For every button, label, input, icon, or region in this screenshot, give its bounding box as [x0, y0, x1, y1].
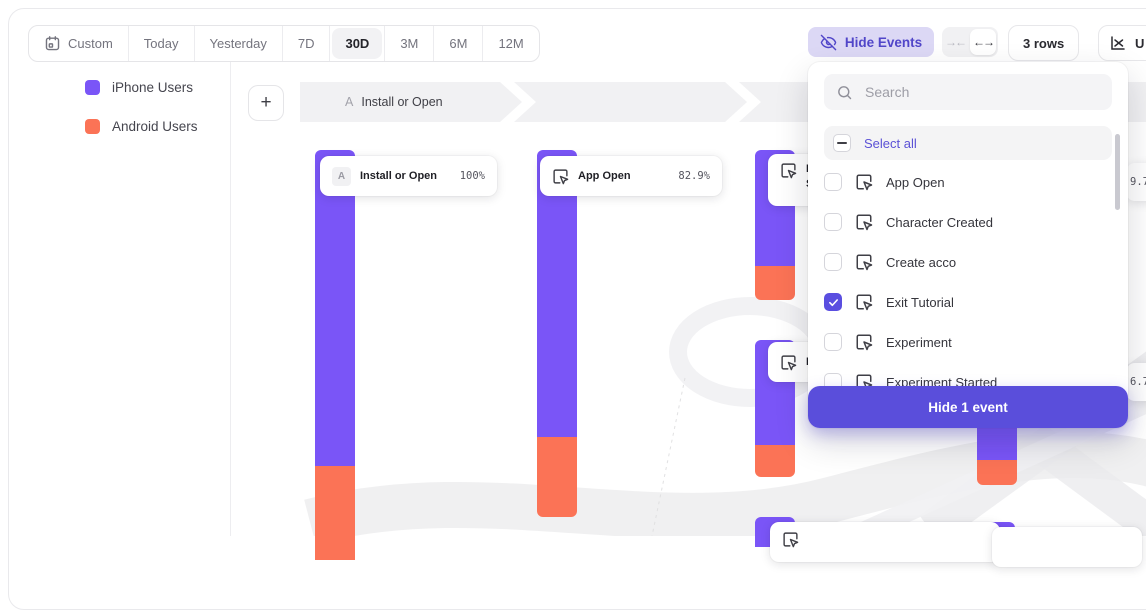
square-mouse-pointer-icon: [855, 333, 873, 351]
event-search-box: [824, 74, 1112, 110]
line-chart-icon: [1109, 34, 1127, 52]
date-range-6m[interactable]: 6M: [434, 26, 484, 61]
collapse-arrows-icon: →←: [945, 35, 967, 49]
breakdown-legend: iPhone Users Android Users: [0, 80, 229, 158]
step-card-clipped-bottom-2[interactable]: [992, 527, 1142, 567]
expand-columns-button[interactable]: ←→: [970, 29, 996, 55]
event-option-label: Character Created: [886, 214, 993, 230]
step-name: Install or Open: [361, 95, 443, 109]
funnel-report-page: Custom Today Yesterday 7D 30D 3M 6M 12M …: [0, 8, 1146, 610]
funnel-bar-step2: [537, 150, 577, 517]
event-name: App Open: [578, 170, 631, 182]
event-option-exit-tutorial[interactable]: Exit Tutorial: [824, 282, 1112, 322]
expand-arrows-icon: ←→: [973, 35, 995, 49]
checkbox-unchecked[interactable]: [824, 333, 842, 351]
bar-segment-android: [315, 466, 355, 560]
event-option-create-acco[interactable]: Create acco: [824, 242, 1112, 282]
legend-label: iPhone Users: [112, 80, 194, 95]
square-mouse-pointer-icon: [855, 253, 873, 271]
square-mouse-pointer-icon: [782, 531, 799, 548]
panel-divider: [230, 60, 231, 536]
conversion-value: 6.7%: [1130, 376, 1146, 388]
dropdown-scrollbar-thumb[interactable]: [1115, 134, 1120, 210]
checkbox-checked[interactable]: [824, 293, 842, 311]
add-step-button[interactable]: +: [248, 85, 284, 121]
date-range-custom[interactable]: Custom: [29, 26, 129, 61]
square-mouse-pointer-icon: [855, 293, 873, 311]
event-name: Install or Open: [360, 170, 438, 182]
bar-segment-iphone: [537, 150, 577, 437]
conversion-value: 100%: [459, 170, 485, 182]
date-range-yesterday[interactable]: Yesterday: [195, 26, 283, 61]
event-option-experiment[interactable]: Experiment: [824, 322, 1112, 362]
step-card-install-or-open[interactable]: A Install or Open 100%: [320, 156, 497, 196]
plus-icon: +: [260, 92, 272, 113]
event-option-label: Create acco: [886, 254, 957, 270]
bar-segment-android: [755, 266, 795, 300]
step-card-app-open[interactable]: App Open 82.9%: [540, 156, 722, 196]
minus-icon: [837, 142, 847, 144]
legend-label: Android Users: [112, 119, 198, 134]
step-letter: A: [345, 95, 354, 109]
chart-mode-button[interactable]: U: [1098, 25, 1146, 61]
calendar-icon: [44, 35, 61, 52]
event-option-label: Experiment: [886, 334, 952, 350]
step-header-label: A Install or Open: [345, 82, 443, 122]
iphone-color-swatch: [85, 80, 100, 95]
legend-item-android-users[interactable]: Android Users: [85, 119, 229, 134]
android-color-swatch: [85, 119, 100, 134]
date-range-control: Custom Today Yesterday 7D 30D 3M 6M 12M: [28, 25, 540, 62]
bar-segment-android: [977, 460, 1017, 485]
funnel-bar-step1: [315, 150, 355, 560]
eye-off-icon: [820, 34, 837, 51]
conversion-value: 82.9%: [678, 170, 710, 182]
event-option-label: Exit Tutorial: [886, 294, 954, 310]
conversion-value: 9.7%: [1130, 176, 1146, 188]
step-a-badge: A: [332, 166, 351, 186]
date-range-7d[interactable]: 7D: [283, 26, 331, 61]
date-range-12m[interactable]: 12M: [498, 36, 524, 51]
date-range-3m[interactable]: 3M: [384, 26, 435, 61]
checkbox-unchecked[interactable]: [824, 173, 842, 191]
select-all-checkbox-indeterminate[interactable]: [833, 134, 851, 152]
checkbox-unchecked[interactable]: [824, 213, 842, 231]
step-card-clipped-bottom-1[interactable]: [770, 522, 1000, 562]
rows-count-button[interactable]: 3 rows: [1008, 25, 1080, 61]
legend-item-iphone-users[interactable]: iPhone Users: [85, 80, 229, 95]
chart-mode-label: U: [1135, 35, 1145, 51]
square-mouse-pointer-icon: [552, 168, 569, 185]
hide-selected-events-button[interactable]: Hide 1 event: [808, 386, 1128, 428]
event-option-character-created[interactable]: Character Created: [824, 202, 1112, 242]
hide-events-button[interactable]: Hide Events: [808, 27, 934, 57]
square-mouse-pointer-icon: [780, 354, 797, 371]
hide-button-label: Hide 1 event: [928, 399, 1008, 415]
event-search-input[interactable]: [863, 83, 1100, 101]
date-range-30d-active[interactable]: 30D: [332, 28, 383, 59]
collapse-columns-button[interactable]: →←: [942, 27, 968, 57]
square-mouse-pointer-icon: [855, 173, 873, 191]
square-mouse-pointer-icon: [855, 213, 873, 231]
hide-events-label: Hide Events: [844, 34, 923, 50]
bar-segment-android: [537, 437, 577, 517]
checkbox-unchecked[interactable]: [824, 253, 842, 271]
edge-value-card-2: 6.7%: [1126, 363, 1146, 401]
event-option-label: App Open: [886, 174, 945, 190]
bar-segment-android: [755, 445, 795, 477]
square-mouse-pointer-icon: [780, 162, 797, 179]
select-all-label: Select all: [864, 135, 917, 151]
search-icon: [838, 85, 852, 99]
date-range-today[interactable]: Today: [129, 26, 195, 61]
column-width-control: →← ←→: [942, 27, 998, 57]
hide-events-dropdown: Select all App Open Character Created Cr…: [808, 62, 1128, 428]
edge-value-card-1: 9.7%: [1126, 163, 1146, 201]
date-range-label: Custom: [68, 36, 113, 51]
bar-segment-iphone: [315, 150, 355, 466]
chevron-separators: [500, 82, 761, 122]
event-option-app-open[interactable]: App Open: [824, 162, 1112, 202]
select-all-row[interactable]: Select all: [824, 126, 1112, 160]
check-icon: [828, 298, 838, 306]
